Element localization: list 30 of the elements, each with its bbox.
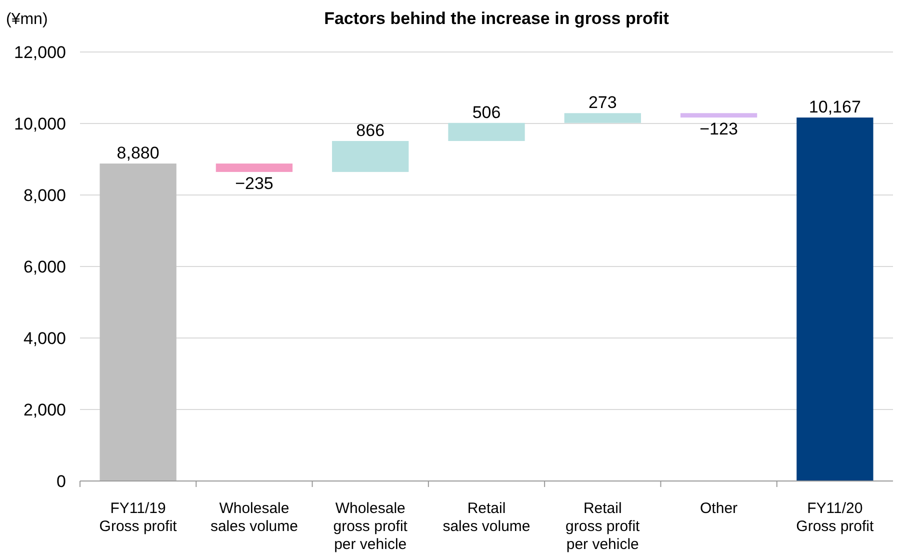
data-label: 273 — [588, 93, 617, 112]
x-tick-label: Other — [700, 500, 738, 517]
y-tick-label: 10,000 — [14, 114, 66, 134]
y-tick-label: 6,000 — [23, 258, 66, 276]
bar — [100, 164, 176, 481]
chart-title: Factors behind the increase in gross profit — [324, 9, 670, 28]
x-tick-label: FY11/19 Gross profit — [99, 500, 178, 535]
y-tick-label: 8,000 — [23, 186, 66, 205]
data-label: −235 — [235, 174, 274, 193]
data-label: 866 — [356, 120, 385, 140]
data-label: 8,880 — [116, 144, 160, 163]
y-tick-label: 4,000 — [23, 329, 66, 348]
y-tick-label: 2,000 — [23, 400, 66, 420]
bar — [564, 113, 641, 123]
bar — [332, 140, 409, 172]
y-tick-label: 0 — [56, 472, 66, 491]
x-tick-label: Wholesale gross profit per vehicle — [333, 500, 408, 553]
data-label: 506 — [472, 102, 501, 122]
y-tick-label: 12,000 — [14, 43, 66, 62]
x-tick-label: FY11/20 Gross profit — [796, 500, 875, 535]
bar — [216, 164, 293, 172]
bar — [448, 122, 525, 141]
x-tick-label: Retail gross profit per vehicle — [566, 500, 641, 553]
x-tick-label: Wholesale sales volume — [210, 500, 298, 535]
bar — [680, 113, 758, 118]
data-label: 10,167 — [808, 98, 861, 117]
y-axis-title: (¥mn) — [6, 11, 48, 28]
data-label: −123 — [700, 120, 738, 139]
x-tick-label: Retail sales volume — [442, 500, 530, 535]
bar — [796, 118, 874, 481]
